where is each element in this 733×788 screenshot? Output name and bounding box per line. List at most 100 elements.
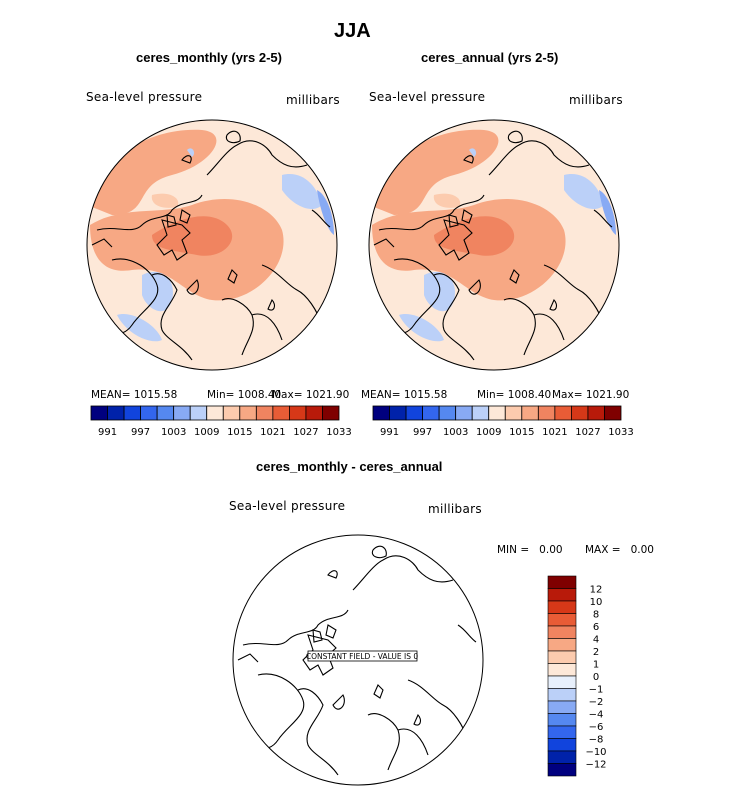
panel3-colorbar-tick: 0 — [593, 672, 599, 683]
panel1-max: Max= 1021.90 — [272, 389, 350, 401]
panel2-colorbar-box — [422, 405, 440, 421]
panel2-colorbar-tick: 997 — [413, 427, 432, 438]
panel3-title: ceres_monthly - ceres_annual — [256, 459, 443, 474]
panel1-colorbar-tick: 1003 — [161, 427, 186, 438]
panel3-colorbar-box — [547, 663, 577, 677]
panel2-colorbar-box — [488, 405, 506, 421]
panel1-colorbar-box — [255, 405, 274, 421]
panel3-colorbar-tick: 4 — [593, 635, 599, 646]
panel1-units-label: millibars — [286, 93, 340, 107]
panel2-max: Max= 1021.90 — [552, 389, 630, 401]
panel1-colorbar-box — [288, 405, 307, 421]
panel3-colorbar-tick: 8 — [593, 610, 599, 621]
panel3-colorbar-box — [547, 613, 577, 627]
panel3-map: CONSTANT FIELD - VALUE IS 0 — [232, 534, 484, 786]
panel3-colorbar-box — [547, 700, 577, 714]
panel1-colorbar-tick: 1027 — [293, 427, 318, 438]
panel3-colorbar-box — [547, 738, 577, 752]
panel3-colorbar-box — [547, 588, 577, 602]
panel1-colorbar-box — [140, 405, 158, 421]
panel3-colorbar-box — [547, 750, 577, 764]
panel1-colorbar-box — [107, 405, 125, 421]
panel2-colorbar-box — [405, 405, 424, 421]
panel1-colorbar-box — [305, 405, 323, 421]
panel1-colorbar-box — [272, 405, 290, 421]
panel1-colorbar-tick: 997 — [131, 427, 150, 438]
panel2-colorbar-box — [554, 405, 572, 421]
panel3-colorbar-box — [547, 713, 577, 727]
panel3-colorbar-tick: −6 — [589, 722, 604, 733]
page-title: JJA — [334, 20, 371, 42]
panel2-colorbar-box — [537, 405, 556, 421]
panel3-colorbar-tick: −8 — [589, 735, 604, 746]
panel3-colorbar-tick: −2 — [589, 697, 604, 708]
panel3-annotation: CONSTANT FIELD - VALUE IS 0 — [306, 652, 418, 661]
panel1-colorbar-box — [322, 405, 340, 421]
panel3-colorbar-tick: 6 — [593, 622, 599, 633]
panel1-map — [86, 119, 338, 371]
panel3-colorbar-tick: 10 — [590, 597, 603, 608]
panel2-variable-label: Sea-level pressure — [369, 90, 486, 104]
panel3-colorbar-box — [547, 625, 577, 639]
panel3-colorbar-box — [547, 688, 577, 702]
panel1-colorbar-box — [239, 405, 257, 421]
panel1-colorbar-box — [222, 405, 241, 421]
panel2-colorbar-box — [504, 405, 523, 421]
panel3-units-label: millibars — [428, 502, 482, 516]
panel2-colorbar-tick: 1033 — [608, 427, 633, 438]
panel1-colorbar-tick: 1009 — [194, 427, 219, 438]
panel1-colorbar-box — [206, 405, 224, 421]
panel3-colorbar-tick: −4 — [589, 710, 604, 721]
panel2-colorbar: 991 997 1003 1009 1015 1021 1027 1033 — [372, 405, 634, 438]
panel3-colorbar-tick: 2 — [593, 647, 599, 658]
panel3-colorbar-box — [547, 675, 577, 689]
panel3-colorbar-tick: 12 — [590, 585, 603, 596]
panel1-colorbar-tick: 991 — [98, 427, 117, 438]
panel1-colorbar-tick: 1015 — [227, 427, 252, 438]
panel2-colorbar-tick: 1003 — [443, 427, 468, 438]
panel2-colorbar-box — [438, 405, 457, 421]
panel1-colorbar-box — [189, 405, 208, 421]
panel3-colorbar-tick: 1 — [593, 660, 599, 671]
panel2-colorbar-tick: 1027 — [575, 427, 600, 438]
panel3-colorbar-tick: −10 — [585, 747, 606, 758]
panel3-max: MAX = 0.00 — [585, 544, 654, 556]
panel3-colorbar-box — [547, 763, 577, 777]
panel2-colorbar-box — [604, 405, 622, 421]
panel2-colorbar-tick: 1009 — [476, 427, 501, 438]
panel2-mean: MEAN= 1015.58 — [361, 389, 448, 401]
panel3-colorbar-box — [547, 638, 577, 652]
panel1-mean: MEAN= 1015.58 — [91, 389, 178, 401]
panel1-colorbar-box — [173, 405, 191, 421]
panel1-colorbar-box — [156, 405, 175, 421]
panel2-colorbar-box — [455, 405, 473, 421]
panel2-colorbar-box — [471, 405, 490, 421]
panel2-colorbar-box — [571, 405, 589, 421]
panel3-colorbar-box — [547, 650, 577, 664]
panel2-colorbar-box — [521, 405, 539, 421]
panel2-min: Min= 1008.40 — [477, 389, 552, 401]
panel3-colorbar-tick: −1 — [589, 685, 604, 696]
panel2-colorbar-box — [372, 405, 390, 421]
panel1-variable-label: Sea-level pressure — [86, 90, 203, 104]
panel2-colorbar-tick: 1021 — [542, 427, 567, 438]
panel3-colorbar-box — [547, 600, 577, 614]
panel3-variable-label: Sea-level pressure — [229, 499, 346, 513]
panel2-colorbar-tick: 1015 — [509, 427, 534, 438]
panel1-colorbar: 991 997 1003 1009 1015 1021 1027 1033 — [90, 405, 352, 438]
panel3-min: MIN = 0.00 — [497, 544, 563, 556]
panel2-colorbar-box — [389, 405, 407, 421]
panel2-title: ceres_annual (yrs 2-5) — [421, 50, 559, 65]
panel3-colorbar-tick: −12 — [585, 760, 606, 771]
panel2-map — [368, 119, 620, 371]
panel1-min: Min= 1008.40 — [207, 389, 282, 401]
panel1-colorbar-box — [90, 405, 108, 421]
panel2-colorbar-box — [587, 405, 605, 421]
panel3-colorbar-box — [547, 725, 577, 739]
panel1-colorbar-tick: 1033 — [326, 427, 351, 438]
panel1-colorbar-box — [123, 405, 141, 421]
panel1-title: ceres_monthly (yrs 2-5) — [136, 50, 282, 65]
panel2-units-label: millibars — [569, 93, 623, 107]
